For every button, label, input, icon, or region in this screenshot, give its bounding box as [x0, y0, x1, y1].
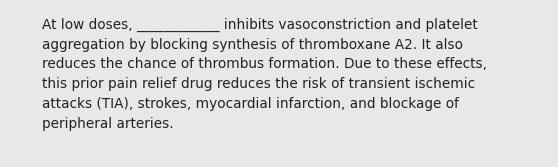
Text: this prior pain relief drug reduces the risk of transient ischemic: this prior pain relief drug reduces the … — [42, 77, 475, 91]
Text: attacks (TIA), strokes, myocardial infarction, and blockage of: attacks (TIA), strokes, myocardial infar… — [42, 97, 459, 111]
Text: aggregation by blocking synthesis of thromboxane A2. It also: aggregation by blocking synthesis of thr… — [42, 38, 463, 52]
Text: peripheral arteries.: peripheral arteries. — [42, 117, 174, 131]
Text: At low doses, ____________ inhibits vasoconstriction and platelet: At low doses, ____________ inhibits vaso… — [42, 18, 478, 32]
Text: reduces the chance of thrombus formation. Due to these effects,: reduces the chance of thrombus formation… — [42, 57, 487, 71]
